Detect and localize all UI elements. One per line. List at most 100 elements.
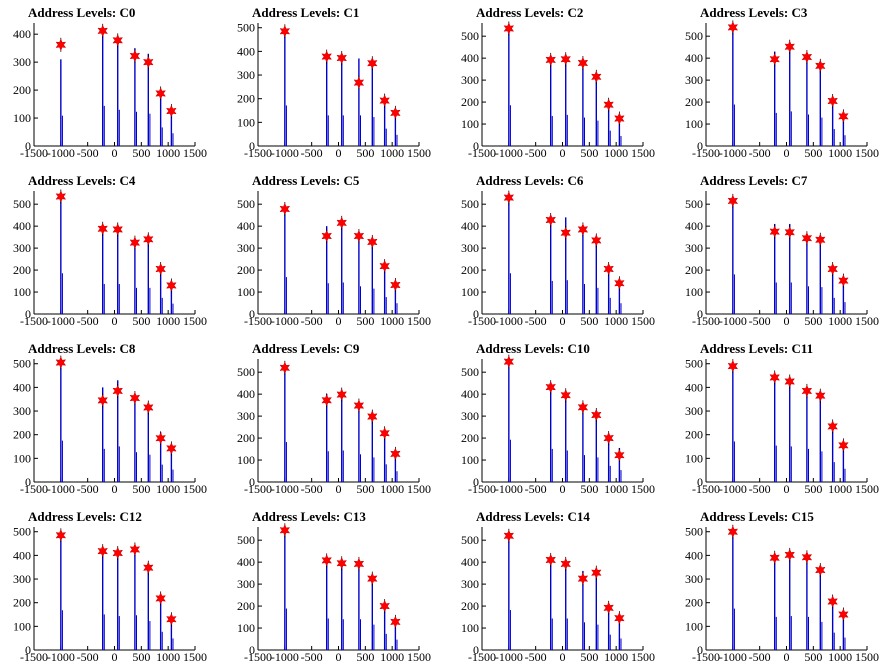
chart-svg: 0 100 200 300 400 500 -1500-1000 -500 0 500 1000 15… <box>237 191 431 328</box>
x-tick-label: 1500 <box>631 146 655 160</box>
peak-marker <box>336 388 348 401</box>
x-tick-label: 0 <box>784 146 790 160</box>
chart-svg: 0 100 200 300 400 500 -1500-1000 -500 0 500 1000 15… <box>685 191 879 328</box>
y-tick-label: 300 <box>237 409 255 423</box>
peak-marker <box>279 524 291 537</box>
x-tick-label: 500 <box>132 482 150 496</box>
y-tick-label: 300 <box>461 241 479 255</box>
y-tick-label: 0 <box>473 307 479 321</box>
peak-marker <box>815 389 826 402</box>
peak-marker <box>321 394 332 407</box>
chart-panel-c13: Address Levels: C13 0 100 200 300 400 500 -1500… <box>224 504 448 672</box>
x-tick-label: -1500 <box>20 314 48 328</box>
x-tick-label: -1000 <box>271 314 299 328</box>
peak-marker <box>353 229 365 243</box>
y-tick-label: 300 <box>237 241 255 255</box>
peak-marker <box>129 543 141 556</box>
y-tick-label: 0 <box>473 643 479 657</box>
x-tick-label: -1500 <box>468 650 496 664</box>
chart-panel-c5: Address Levels: C5 0 100 200 300 400 500 -1500-… <box>224 168 448 336</box>
x-tick-label: 0 <box>112 482 118 496</box>
x-tick-label: 1000 <box>828 314 852 328</box>
x-tick-label: 1000 <box>828 146 852 160</box>
chart-panel-c9: Address Levels: C9 0 100 200 300 400 500 -1500-… <box>224 336 448 504</box>
peak-marker <box>379 260 390 273</box>
peak-marker <box>143 561 154 574</box>
y-tick-label: 100 <box>237 115 255 129</box>
x-tick-label: -500 <box>301 314 323 328</box>
y-tick-label: 300 <box>461 409 479 423</box>
y-tick-label: 100 <box>461 621 479 635</box>
x-tick-label: -500 <box>749 146 771 160</box>
peak-marker <box>815 563 826 577</box>
x-tick-label: 1500 <box>183 146 207 160</box>
y-tick-label: 400 <box>461 387 479 401</box>
peak-marker <box>577 223 589 236</box>
peak-marker <box>503 22 515 35</box>
peak-marker <box>545 213 556 227</box>
peak-marker <box>166 104 177 118</box>
x-tick-label: 500 <box>580 482 598 496</box>
peak-marker <box>166 279 177 292</box>
chart-svg: 0 100 200 300 400 500 -1500-1000 -500 0 500 1000 15… <box>461 527 655 664</box>
x-tick-label: 0 <box>336 146 342 160</box>
x-tick-label: -1000 <box>495 482 523 496</box>
x-tick-label: 500 <box>804 314 822 328</box>
peak-marker <box>838 608 849 621</box>
peak-marker <box>577 401 589 414</box>
chart-svg: 0 100 200 300 400 500 -1500-1000 -500 0 500 1000 15… <box>237 523 431 664</box>
x-tick-label: 1000 <box>604 650 628 664</box>
x-tick-label: -500 <box>77 650 99 664</box>
y-tick-label: 100 <box>461 117 479 131</box>
chart-title: Address Levels: C6 <box>476 173 584 188</box>
y-tick-label: 500 <box>237 197 255 211</box>
y-tick-label: 200 <box>461 431 479 445</box>
x-tick-label: 1000 <box>604 146 628 160</box>
peak-marker <box>129 236 141 249</box>
y-tick-label: 500 <box>685 525 703 539</box>
x-tick-label: -500 <box>525 650 547 664</box>
peak-marker <box>143 56 154 69</box>
peak-marker <box>390 278 401 292</box>
chart-panel-c6: Address Levels: C6 0 100 200 300 400 500 -1500-… <box>448 168 672 336</box>
y-tick-label: 300 <box>461 73 479 87</box>
chart-title: Address Levels: C2 <box>476 5 584 20</box>
y-tick-label: 0 <box>249 475 255 489</box>
peak-marker <box>769 53 780 66</box>
x-tick-label: -1000 <box>719 650 747 664</box>
y-tick-label: 0 <box>25 139 31 153</box>
x-tick-label: 1500 <box>631 314 655 328</box>
peak-marker <box>367 235 378 249</box>
y-tick-label: 200 <box>461 599 479 613</box>
chart-panel-c10: Address Levels: C10 0 100 200 300 400 500 -1500… <box>448 336 672 504</box>
peak-marker <box>97 24 108 37</box>
x-tick-label: -500 <box>77 314 99 328</box>
x-tick-label: 500 <box>356 314 374 328</box>
x-tick-label: 0 <box>784 482 790 496</box>
x-tick-label: 1500 <box>407 482 431 496</box>
y-tick-label: 400 <box>461 51 479 65</box>
peak-marker <box>503 529 515 542</box>
y-tick-label: 300 <box>13 404 31 418</box>
y-tick-label: 100 <box>13 619 31 633</box>
chart-panel-c15: Address Levels: C15 0 100 200 300 400 500 -1500… <box>672 504 896 672</box>
x-tick-label: -1000 <box>271 650 299 664</box>
x-tick-label: -500 <box>749 650 771 664</box>
peak-marker <box>379 599 390 613</box>
y-tick-label: 300 <box>685 404 703 418</box>
y-tick-label: 100 <box>685 451 703 465</box>
y-tick-label: 500 <box>685 357 703 371</box>
x-tick-label: -1500 <box>20 146 48 160</box>
peak-marker <box>503 355 515 368</box>
chart-svg: 0 100 200 300 400 500 -1500-1000 -500 0 500 1000 15… <box>461 354 655 496</box>
x-tick-label: -1500 <box>20 650 48 664</box>
y-tick-label: 200 <box>237 431 255 445</box>
x-tick-label: 1000 <box>828 482 852 496</box>
x-tick-label: -500 <box>749 314 771 328</box>
peak-marker <box>838 110 849 123</box>
y-tick-label: 200 <box>685 428 703 442</box>
peak-marker <box>560 557 572 571</box>
y-tick-label: 400 <box>685 548 703 562</box>
peak-marker <box>577 572 589 585</box>
